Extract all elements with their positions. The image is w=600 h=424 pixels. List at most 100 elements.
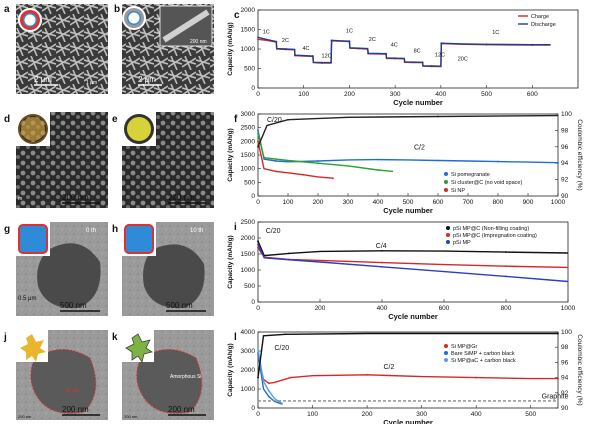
inset-scale-label: 200 nm bbox=[124, 414, 138, 419]
y-tick-label: 3000 bbox=[241, 348, 256, 355]
series-line bbox=[257, 132, 394, 173]
x-tick-label: 700 bbox=[463, 199, 474, 206]
data-point bbox=[257, 376, 259, 379]
panel-letter: k bbox=[112, 332, 118, 343]
scale-bar-label: 2 μm bbox=[34, 75, 52, 84]
x-tick-label: 500 bbox=[525, 411, 536, 418]
y-tick-label: 2000 bbox=[241, 235, 256, 242]
rate-label: 4C bbox=[391, 43, 398, 49]
y2-tick-label: 94 bbox=[561, 160, 569, 167]
y-tick-label: 1000 bbox=[241, 166, 256, 173]
series-line bbox=[257, 354, 558, 385]
x-tick-label: 600 bbox=[433, 199, 444, 206]
x-tick-label: 0 bbox=[256, 91, 260, 98]
x-tick-label: 400 bbox=[471, 411, 482, 418]
y2-tick-label: 96 bbox=[561, 144, 569, 151]
data-point bbox=[284, 333, 287, 336]
legend: Si pomegranate Si cluster@C (no void spac… bbox=[444, 172, 522, 194]
x-tick-label: 200 bbox=[313, 199, 324, 206]
data-point bbox=[557, 377, 559, 380]
y-tick-label: 2500 bbox=[241, 125, 256, 132]
y-tick-label: 1500 bbox=[241, 27, 256, 34]
legend-swatch bbox=[444, 172, 448, 176]
annotation: Si μm bbox=[66, 388, 79, 394]
rate-label: 4C bbox=[302, 46, 309, 52]
data-point bbox=[557, 332, 559, 335]
legend-swatch bbox=[446, 240, 450, 244]
legend: pSi MP@C (Non-filling coating)pSi MP@C (… bbox=[446, 226, 537, 246]
panel-letter: c bbox=[234, 10, 240, 21]
annotation: Amorphous Si bbox=[170, 374, 201, 380]
legend-swatch bbox=[444, 344, 448, 348]
data-point bbox=[381, 261, 383, 264]
annotation: C/2 bbox=[383, 364, 394, 371]
rate-label: 12C bbox=[322, 54, 332, 60]
y-tick-label: 0 bbox=[251, 405, 255, 412]
x-axis-label: Cycle number bbox=[388, 312, 438, 321]
x-tick-label: 400 bbox=[435, 91, 446, 98]
data-point bbox=[394, 57, 397, 60]
x-tick-label: 300 bbox=[390, 91, 401, 98]
data-point bbox=[475, 376, 478, 379]
y2-tick-label: 98 bbox=[561, 127, 569, 134]
data-point bbox=[257, 140, 259, 143]
x-tick-label: 800 bbox=[501, 305, 512, 312]
x-tick-label: 200 bbox=[315, 305, 326, 312]
x-axis-label: Cycle number bbox=[383, 418, 433, 424]
legend-label: Si MP@aC + carbon black bbox=[451, 358, 516, 364]
corner-label: 10 th bbox=[190, 228, 203, 234]
data-point bbox=[284, 48, 287, 50]
charts-layer: c0 100 200 300 400 500 6000500100015002000Cycl… bbox=[227, 7, 583, 424]
panel-letter: e bbox=[112, 114, 118, 125]
inset-scale-label: 200 nm bbox=[190, 39, 207, 45]
y2-tick-label: 98 bbox=[561, 344, 569, 351]
scale-bar-label: 500 nm bbox=[60, 301, 87, 310]
data-point bbox=[505, 265, 507, 268]
legend: Charge Discharge bbox=[518, 14, 556, 28]
rate-label: 8C bbox=[414, 49, 421, 55]
data-point bbox=[257, 243, 259, 246]
legend-label: pSi MP bbox=[453, 240, 471, 246]
data-point bbox=[257, 38, 259, 41]
x-tick-label: 500 bbox=[481, 91, 492, 98]
scale-bar-label: 200 nm bbox=[168, 193, 195, 202]
x-axis-label: Cycle number bbox=[393, 98, 443, 107]
legend-swatch bbox=[446, 233, 450, 237]
panel-letter: j bbox=[3, 332, 7, 343]
data-point bbox=[288, 258, 290, 261]
legend-swatch bbox=[446, 226, 450, 230]
x-tick-label: 200 bbox=[362, 411, 373, 418]
data-point bbox=[437, 159, 439, 162]
data-point bbox=[294, 54, 296, 57]
x-tick-label: 900 bbox=[523, 199, 534, 206]
data-point bbox=[275, 160, 277, 162]
data-point bbox=[257, 36, 259, 39]
y-tick-label: 4000 bbox=[241, 329, 256, 336]
data-point bbox=[289, 376, 292, 379]
data-point bbox=[278, 401, 281, 404]
legend-swatch bbox=[444, 180, 448, 184]
annotation: C/20 bbox=[274, 345, 289, 352]
panel-letter: l bbox=[234, 332, 237, 343]
y-tick-label: 0 bbox=[251, 299, 255, 306]
data-point bbox=[257, 240, 259, 243]
x-tick-label: 600 bbox=[527, 91, 538, 98]
rate-label: 1C bbox=[346, 29, 353, 35]
panel-letter: b bbox=[114, 4, 120, 15]
y2-tick-label: 92 bbox=[561, 390, 569, 397]
y-tick-label: 2500 bbox=[241, 219, 256, 226]
x-tick-label: 1000 bbox=[551, 199, 566, 206]
rate-label: 1C bbox=[263, 29, 270, 35]
chart-i: i 0 200 400 600 800 1000 0 500 1000 1500 2000 2500 Cy… bbox=[227, 219, 576, 321]
panel-g-image: 0 th 0.5 μm 500 nm g bbox=[4, 222, 108, 316]
rate-label: 20C bbox=[458, 57, 468, 63]
data-point bbox=[317, 160, 319, 162]
panel-letter: g bbox=[4, 224, 10, 235]
data-point bbox=[287, 118, 289, 121]
y2-tick-label: 94 bbox=[561, 375, 569, 382]
y-tick-label: 500 bbox=[244, 179, 255, 186]
data-point bbox=[330, 39, 333, 42]
data-point bbox=[385, 52, 387, 55]
legend-label: Si NP bbox=[451, 188, 465, 194]
legend-label: Discharge bbox=[531, 22, 556, 28]
